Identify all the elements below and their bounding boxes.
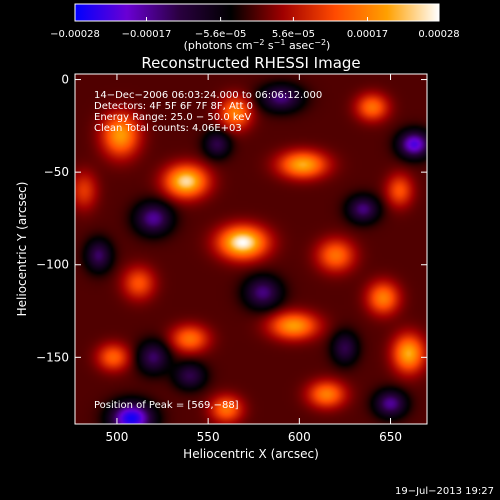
colorbar-ticks: −0.00028 −0.00017 −5.6e−05 5.6e−05 0.00017 0.… [50,17,460,40]
colorbar-unit-part: −2 [314,38,326,47]
annotation-line: 14−Dec−2006 06:03:24.000 to 06:06:12.000 [94,90,322,101]
y-tick-label: 0 [61,73,69,87]
heatmap-image [75,74,427,424]
colorbar-tick-label: −0.00028 [50,29,100,40]
annotation-line: Energy Range: 25.0 − 50.0 keV [94,112,251,123]
colorbar-tick-label: 0.00017 [347,29,388,40]
y-tick-label: −150 [36,350,69,364]
colorbar [74,3,440,22]
annotation-line: Detectors: 4F 5F 6F 7F 8F, Att 0 [94,101,253,112]
x-tick-label: 550 [197,430,220,444]
colorbar-unit-part: (photons cm [184,39,253,52]
y-tick-label: −100 [36,258,69,272]
annotation-block: 14−Dec−2006 06:03:24.000 to 06:06:12.000… [94,90,322,134]
x-tick-label: 650 [379,430,402,444]
chart-title: Reconstructed RHESSI Image [141,54,360,72]
timestamp: 19−Jul−2013 19:27 [395,486,494,497]
plot-frame [74,73,428,425]
y-tick-label: −50 [44,165,69,179]
colorbar-tick-label: −0.00017 [122,29,172,40]
peak-position-label: Position of Peak = [569,−88] [94,400,239,411]
colorbar-tick-label: 0.00028 [418,29,459,40]
axis-ticks: 500 550 600 650 0 −50 −100 −150 [36,73,427,444]
colorbar-unit-part: −1 [274,38,286,47]
colorbar-unit: (photons cm−2 s−1 asec−2) [184,38,331,52]
x-axis-label: Heliocentric X (arcsec) [183,447,319,461]
heatmap-raster [75,74,427,424]
x-tick-label: 500 [105,430,128,444]
colorbar-unit-part: −2 [253,38,265,47]
colorbar-tick-label: 5.6e−05 [272,29,315,40]
colorbar-unit-part: s [264,39,273,52]
colorbar-tick-label: −5.6e−05 [195,29,247,40]
annotation-line: Clean Total counts: 4.06E+03 [94,123,242,134]
colorbar-unit-part: asec [285,39,314,52]
y-axis-label: Heliocentric Y (arcsec) [15,182,29,317]
x-tick-label: 600 [288,430,311,444]
colorbar-unit-part: ) [326,39,330,52]
